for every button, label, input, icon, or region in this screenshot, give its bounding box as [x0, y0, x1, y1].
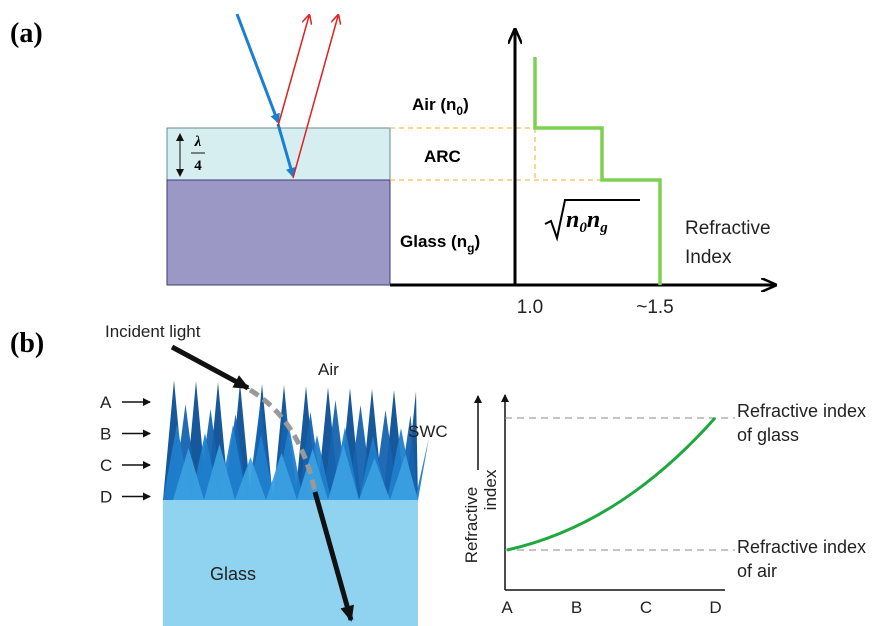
air-index-label: of air	[737, 561, 777, 581]
subscript: g	[599, 220, 608, 236]
level-label: B	[100, 425, 111, 444]
swc-label: SWC	[408, 422, 448, 441]
text: n	[566, 207, 579, 233]
incident-ray	[237, 14, 278, 122]
text: Glass (n	[400, 232, 467, 251]
index-curve	[507, 418, 715, 550]
panel-label: (b)	[10, 328, 44, 359]
level-label: C	[100, 456, 112, 475]
glass-label: Glass	[210, 564, 256, 584]
y-axis-label: index	[481, 469, 500, 510]
text: Air (n	[412, 95, 456, 114]
formula: n0ng	[566, 207, 608, 236]
x-tick-label: A	[501, 598, 513, 617]
text: )	[474, 232, 480, 251]
level-label: D	[100, 488, 112, 507]
glass-index-label: of glass	[737, 425, 799, 445]
glass-label: Glass (ng)	[400, 232, 480, 255]
arc-label: ARC	[424, 147, 461, 166]
air-label: Air (n0)	[412, 95, 469, 118]
glass-index-label: Refractive index	[737, 401, 866, 421]
subscript: g	[467, 241, 474, 255]
x-ticks: A B C D	[501, 598, 721, 617]
x-tick-label: ~1.5	[636, 297, 674, 318]
axis-label: Index	[685, 247, 732, 268]
x-tick-label: D	[709, 598, 721, 617]
y-axis-label: Refractive	[462, 487, 481, 564]
x-tick-label: C	[640, 598, 652, 617]
x-tick-label: 1.0	[517, 297, 543, 318]
glass-layer	[167, 180, 390, 285]
text: n	[587, 207, 600, 233]
figure: (a) λ 4 Air (n0) ARC Glass (ng) n0ng Ref…	[0, 0, 895, 626]
axis-label: Refractive	[685, 218, 771, 239]
air-label: Air	[318, 360, 339, 379]
air-index-label: Refractive index	[737, 537, 866, 557]
lambda: λ	[194, 134, 202, 150]
glass-substrate	[163, 500, 418, 626]
reflected-ray	[278, 16, 309, 126]
index-profile	[535, 57, 660, 285]
x-tick-label: B	[571, 598, 582, 617]
panel-label: (a)	[10, 18, 43, 49]
incident-label: Incident light	[105, 322, 201, 341]
denominator: 4	[194, 158, 202, 174]
incident-ray	[172, 347, 248, 388]
level-label: A	[100, 393, 112, 412]
text: )	[463, 95, 469, 114]
